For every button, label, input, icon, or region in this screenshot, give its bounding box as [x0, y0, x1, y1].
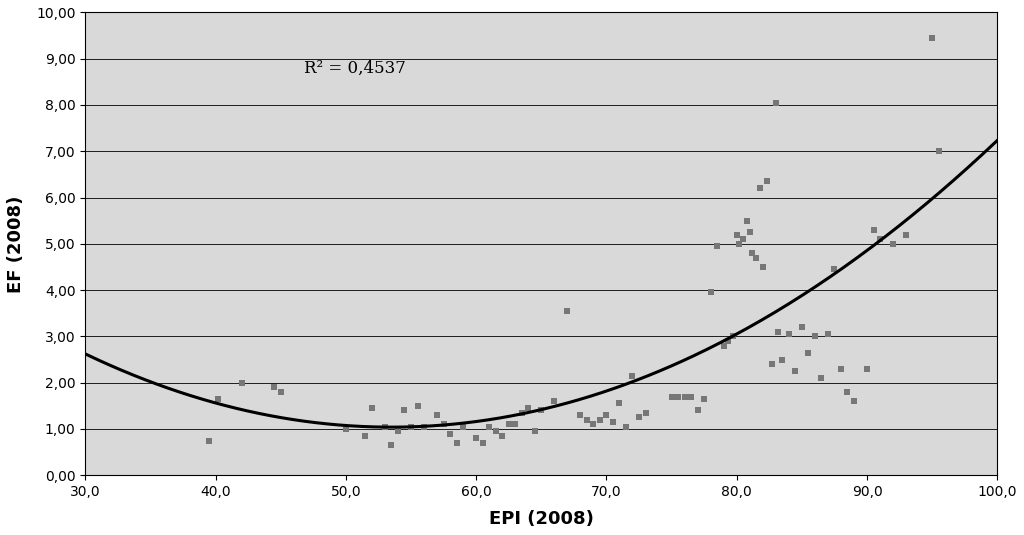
Point	[442, 429, 459, 438]
Point	[755, 263, 771, 271]
Point	[931, 147, 947, 156]
Point	[807, 332, 823, 341]
Point	[272, 388, 289, 396]
Point	[410, 402, 426, 410]
Point	[683, 392, 699, 401]
Point	[728, 230, 744, 239]
Point	[631, 413, 647, 422]
Point	[546, 397, 562, 406]
Point	[709, 242, 725, 250]
Point	[768, 98, 784, 107]
Point	[435, 420, 452, 429]
Point	[813, 374, 829, 383]
Point	[559, 307, 575, 315]
Point	[429, 411, 445, 419]
Point	[731, 240, 748, 248]
Point	[592, 415, 608, 424]
Point	[846, 397, 862, 406]
Point	[514, 408, 530, 417]
Point	[598, 411, 614, 419]
Y-axis label: EF (2008): EF (2008)	[7, 195, 25, 293]
Point	[534, 406, 550, 415]
Point	[840, 388, 856, 396]
Point	[820, 330, 837, 338]
Point	[794, 323, 810, 331]
Point	[338, 425, 354, 433]
Point	[201, 436, 217, 445]
Point	[735, 235, 752, 243]
Point	[526, 427, 543, 435]
Point	[572, 411, 589, 419]
X-axis label: EPI (2008): EPI (2008)	[488, 510, 594, 528]
Point	[507, 420, 523, 429]
Point	[833, 364, 849, 373]
Point	[770, 327, 786, 336]
Point	[677, 392, 693, 401]
Point	[759, 177, 775, 186]
Point	[764, 360, 780, 369]
Point	[377, 422, 393, 431]
Point	[741, 228, 758, 236]
Point	[780, 330, 797, 338]
Point	[716, 341, 732, 350]
Point	[210, 395, 226, 403]
Point	[494, 432, 510, 440]
Point	[364, 404, 380, 412]
Point	[664, 392, 680, 401]
Point	[487, 427, 504, 435]
Point	[402, 422, 419, 431]
Point	[787, 367, 804, 376]
Point	[898, 230, 914, 239]
Point	[696, 395, 713, 403]
Point	[702, 288, 719, 297]
Point	[865, 226, 882, 234]
Point	[800, 348, 816, 357]
Point	[725, 332, 741, 341]
Point	[390, 427, 407, 435]
Point	[449, 439, 465, 447]
Point	[617, 422, 634, 431]
Point	[625, 371, 641, 380]
Point	[749, 254, 765, 262]
Point	[924, 34, 940, 42]
Point	[739, 217, 756, 225]
Point	[871, 235, 888, 243]
Point	[611, 399, 628, 408]
Point	[637, 408, 653, 417]
Point	[720, 337, 736, 345]
Point	[752, 184, 768, 193]
Point	[357, 432, 374, 440]
Point	[774, 355, 791, 364]
Point	[859, 364, 876, 373]
Point	[744, 249, 761, 257]
Point	[605, 418, 622, 426]
Point	[670, 392, 686, 401]
Point	[474, 439, 490, 447]
Point	[481, 422, 498, 431]
Point	[416, 422, 432, 431]
Point	[266, 383, 283, 392]
Point	[455, 422, 471, 431]
Point	[233, 378, 250, 387]
Point	[520, 404, 537, 412]
Point	[579, 415, 595, 424]
Point	[885, 240, 901, 248]
Point	[689, 406, 706, 415]
Point	[383, 441, 399, 449]
Point	[585, 420, 601, 429]
Point	[396, 406, 413, 415]
Text: R² = 0,4537: R² = 0,4537	[304, 59, 407, 77]
Point	[468, 434, 484, 442]
Point	[826, 265, 843, 273]
Point	[501, 420, 517, 429]
